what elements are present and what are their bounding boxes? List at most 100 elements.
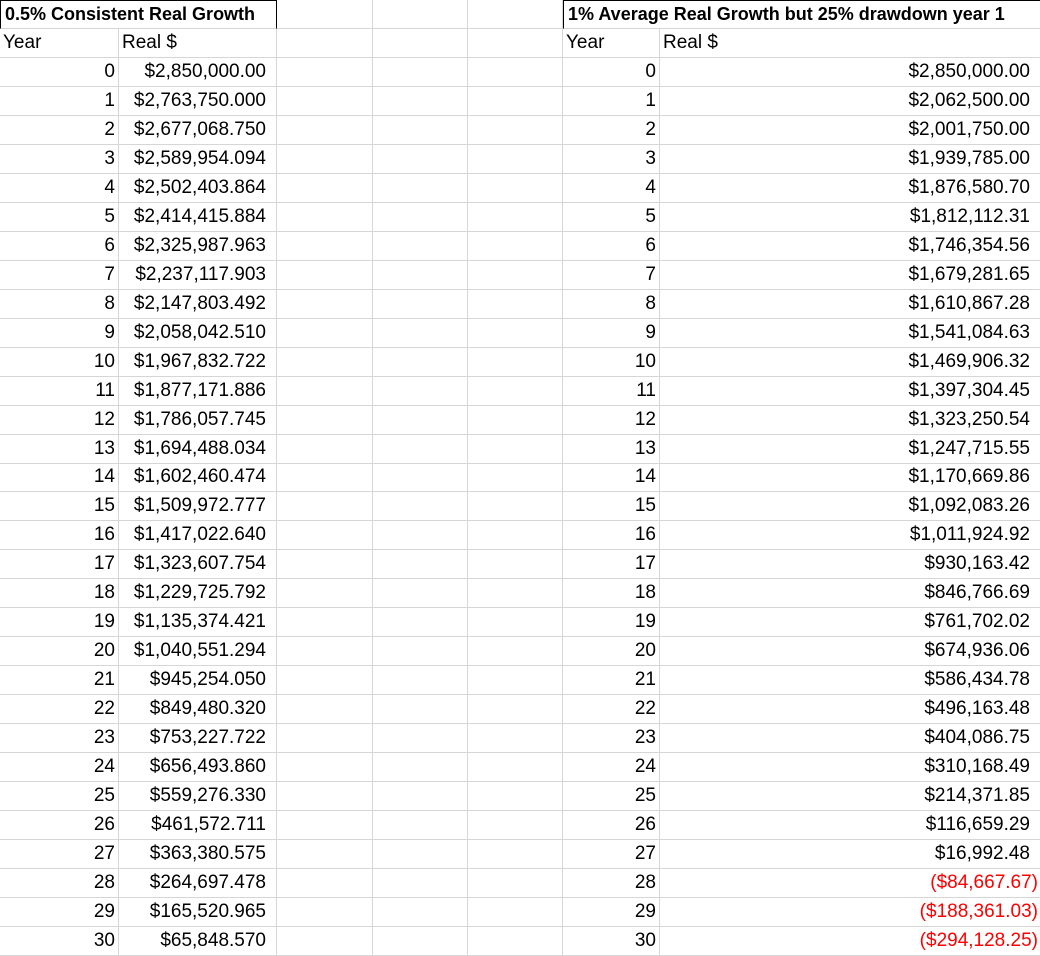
empty-cell[interactable] bbox=[468, 115, 563, 145]
empty-cell[interactable] bbox=[468, 376, 563, 406]
empty-cell[interactable] bbox=[373, 463, 468, 493]
right-value-cell[interactable]: $1,397,304.45 bbox=[660, 376, 1040, 406]
left-year-cell[interactable]: 9 bbox=[0, 318, 119, 348]
right-year-cell[interactable]: 29 bbox=[563, 898, 660, 928]
right-value-cell[interactable]: $1,011,924.92 bbox=[660, 521, 1040, 551]
right-year-cell[interactable]: 2 bbox=[563, 115, 660, 145]
left-value-cell[interactable]: $2,850,000.00 bbox=[119, 57, 277, 87]
left-year-header-cell[interactable]: Year bbox=[0, 28, 119, 58]
right-value-cell[interactable]: $1,876,580.70 bbox=[660, 173, 1040, 203]
empty-cell[interactable] bbox=[373, 521, 468, 551]
right-value-cell[interactable]: $1,746,354.56 bbox=[660, 231, 1040, 261]
empty-cell[interactable] bbox=[373, 347, 468, 377]
left-year-cell[interactable]: 5 bbox=[0, 202, 119, 232]
left-value-cell[interactable]: $65,848.570 bbox=[119, 927, 277, 956]
empty-cell[interactable] bbox=[373, 434, 468, 464]
left-value-cell[interactable]: $1,877,171.886 bbox=[119, 376, 277, 406]
empty-cell[interactable] bbox=[277, 724, 373, 754]
empty-cell[interactable] bbox=[373, 753, 468, 783]
left-table-title-cell[interactable]: 0.5% Consistent Real Growth bbox=[0, 0, 277, 29]
right-value-cell[interactable]: $116,659.29 bbox=[660, 811, 1040, 841]
right-value-header-cell[interactable]: Real $ bbox=[660, 28, 1040, 58]
right-value-cell[interactable]: $1,247,715.55 bbox=[660, 434, 1040, 464]
empty-cell[interactable] bbox=[373, 782, 468, 812]
left-value-cell[interactable]: $264,697.478 bbox=[119, 869, 277, 899]
empty-cell[interactable] bbox=[277, 927, 373, 956]
empty-cell[interactable] bbox=[373, 724, 468, 754]
left-value-cell[interactable]: $2,147,803.492 bbox=[119, 289, 277, 319]
empty-cell[interactable] bbox=[373, 231, 468, 261]
left-year-cell[interactable]: 3 bbox=[0, 144, 119, 174]
empty-cell[interactable] bbox=[277, 782, 373, 812]
empty-cell[interactable] bbox=[277, 521, 373, 551]
empty-cell[interactable] bbox=[468, 57, 563, 87]
empty-cell[interactable] bbox=[277, 376, 373, 406]
empty-cell[interactable] bbox=[373, 492, 468, 522]
empty-cell[interactable] bbox=[468, 927, 563, 956]
right-year-cell[interactable]: 14 bbox=[563, 463, 660, 493]
left-year-cell[interactable]: 13 bbox=[0, 434, 119, 464]
left-year-cell[interactable]: 0 bbox=[0, 57, 119, 87]
right-year-cell[interactable]: 22 bbox=[563, 695, 660, 725]
left-value-cell[interactable]: $849,480.320 bbox=[119, 695, 277, 725]
left-value-cell[interactable]: $2,058,042.510 bbox=[119, 318, 277, 348]
right-year-cell[interactable]: 21 bbox=[563, 666, 660, 696]
left-value-header-cell[interactable]: Real $ bbox=[119, 28, 277, 58]
left-year-cell[interactable]: 10 bbox=[0, 347, 119, 377]
right-value-cell[interactable]: $674,936.06 bbox=[660, 637, 1040, 667]
empty-cell[interactable] bbox=[468, 347, 563, 377]
left-year-cell[interactable]: 30 bbox=[0, 927, 119, 956]
empty-cell[interactable] bbox=[277, 347, 373, 377]
left-year-cell[interactable]: 7 bbox=[0, 260, 119, 290]
right-year-cell[interactable]: 19 bbox=[563, 608, 660, 638]
right-value-cell[interactable]: $2,062,500.00 bbox=[660, 86, 1040, 116]
empty-cell[interactable] bbox=[468, 898, 563, 928]
left-value-cell[interactable]: $2,502,403.864 bbox=[119, 173, 277, 203]
left-year-cell[interactable]: 4 bbox=[0, 173, 119, 203]
empty-cell[interactable] bbox=[277, 811, 373, 841]
right-value-cell[interactable]: $1,939,785.00 bbox=[660, 144, 1040, 174]
left-year-cell[interactable]: 20 bbox=[0, 637, 119, 667]
empty-cell[interactable] bbox=[277, 579, 373, 609]
right-year-cell[interactable]: 9 bbox=[563, 318, 660, 348]
left-value-cell[interactable]: $1,694,488.034 bbox=[119, 434, 277, 464]
left-value-cell[interactable]: $945,254.050 bbox=[119, 666, 277, 696]
empty-cell[interactable] bbox=[277, 115, 373, 145]
right-year-cell[interactable]: 23 bbox=[563, 724, 660, 754]
right-value-cell[interactable]: $16,992.48 bbox=[660, 840, 1040, 870]
empty-cell[interactable] bbox=[277, 0, 373, 29]
empty-cell[interactable] bbox=[277, 173, 373, 203]
right-year-cell[interactable]: 10 bbox=[563, 347, 660, 377]
empty-cell[interactable] bbox=[373, 0, 468, 29]
empty-cell[interactable] bbox=[373, 811, 468, 841]
right-value-cell[interactable]: $2,850,000.00 bbox=[660, 57, 1040, 87]
right-value-cell[interactable]: $1,541,084.63 bbox=[660, 318, 1040, 348]
empty-cell[interactable] bbox=[468, 202, 563, 232]
empty-cell[interactable] bbox=[468, 318, 563, 348]
empty-cell[interactable] bbox=[277, 753, 373, 783]
right-value-cell[interactable]: $1,812,112.31 bbox=[660, 202, 1040, 232]
left-value-cell[interactable]: $753,227.722 bbox=[119, 724, 277, 754]
empty-cell[interactable] bbox=[373, 579, 468, 609]
empty-cell[interactable] bbox=[468, 608, 563, 638]
empty-cell[interactable] bbox=[468, 28, 563, 58]
empty-cell[interactable] bbox=[468, 695, 563, 725]
left-value-cell[interactable]: $1,135,374.421 bbox=[119, 608, 277, 638]
empty-cell[interactable] bbox=[277, 550, 373, 580]
right-value-cell[interactable]: $214,371.85 bbox=[660, 782, 1040, 812]
empty-cell[interactable] bbox=[468, 579, 563, 609]
right-value-cell[interactable]: $1,610,867.28 bbox=[660, 289, 1040, 319]
right-year-cell[interactable]: 26 bbox=[563, 811, 660, 841]
right-year-cell[interactable]: 11 bbox=[563, 376, 660, 406]
right-value-cell[interactable]: $404,086.75 bbox=[660, 724, 1040, 754]
empty-cell[interactable] bbox=[277, 289, 373, 319]
left-year-cell[interactable]: 19 bbox=[0, 608, 119, 638]
right-year-cell[interactable]: 25 bbox=[563, 782, 660, 812]
right-value-cell[interactable]: $1,679,281.65 bbox=[660, 260, 1040, 290]
right-year-cell[interactable]: 5 bbox=[563, 202, 660, 232]
right-year-cell[interactable]: 4 bbox=[563, 173, 660, 203]
right-year-cell[interactable]: 6 bbox=[563, 231, 660, 261]
left-year-cell[interactable]: 2 bbox=[0, 115, 119, 145]
right-value-cell[interactable]: $846,766.69 bbox=[660, 579, 1040, 609]
left-year-cell[interactable]: 1 bbox=[0, 86, 119, 116]
